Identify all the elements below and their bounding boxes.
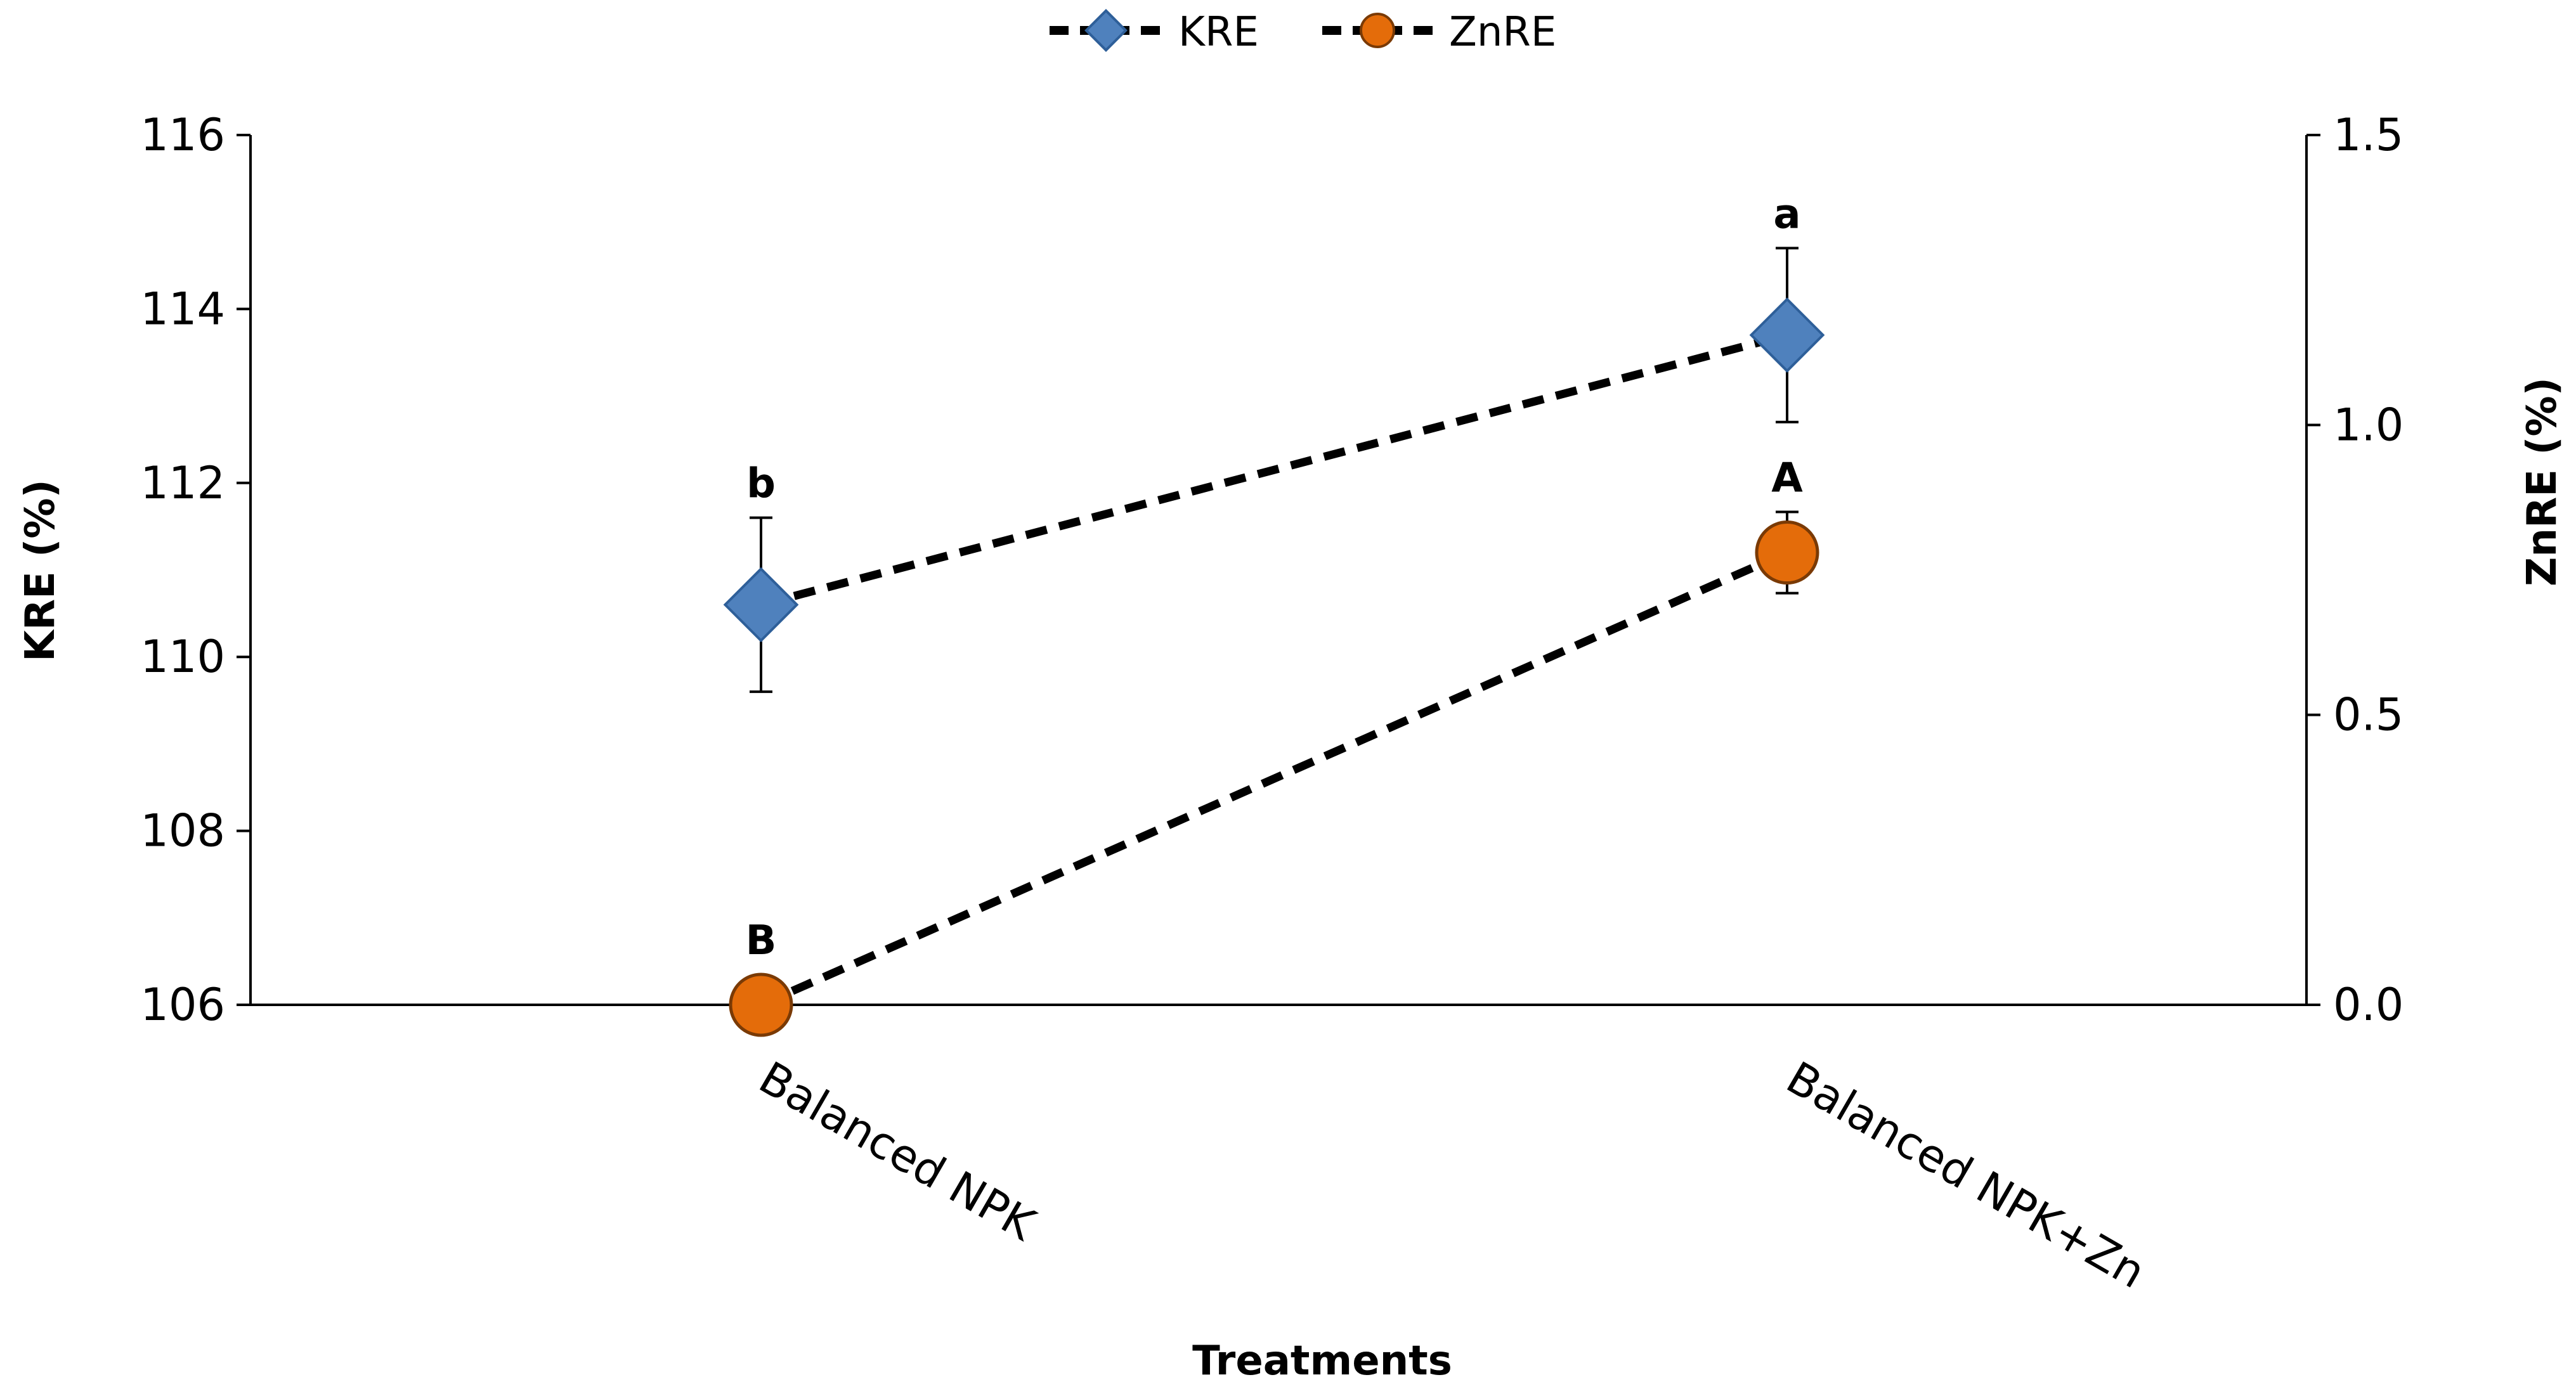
legend-kre-label: KRE [1178, 9, 1259, 56]
left-tick-label: 116 [140, 109, 225, 161]
legend: KRE ZnRE [1050, 9, 1556, 56]
series-line-znre [759, 548, 1789, 1009]
point-kre [723, 567, 799, 643]
point-znre [1755, 520, 1819, 585]
legend-znre-label: ZnRE [1449, 9, 1556, 56]
category-label-2: Balanced NPK+Zn [1778, 1052, 2154, 1299]
right-tick-label: 1.0 [2333, 399, 2404, 451]
left-tick-label: 112 [140, 457, 225, 509]
data-layer: b a B A [723, 191, 1825, 1037]
significance-letter-znre: B [746, 917, 777, 964]
left-tick-label: 108 [140, 805, 225, 857]
right-tick-label: 0.5 [2333, 689, 2404, 741]
left-axis-ticks: 106 108 110 112 114 116 [140, 109, 250, 1031]
left-tick-label: 114 [140, 283, 225, 335]
significance-letter-znre: A [1771, 455, 1803, 502]
y-axis-title-left: KRE (%) [17, 479, 64, 662]
series-line-kre [760, 331, 1788, 609]
left-tick-label: 110 [140, 631, 225, 683]
right-axis-ticks: 0.0 0.5 1.0 1.5 [2306, 109, 2404, 1031]
category-label-1: Balanced NPK [751, 1052, 1045, 1251]
significance-letter-kre: b [746, 461, 776, 508]
x-axis-title: Treatments [1192, 1338, 1452, 1385]
legend-znre-marker [1360, 13, 1395, 48]
right-tick-label: 0.0 [2333, 979, 2404, 1031]
legend-kre-marker [1084, 9, 1128, 52]
significance-letter-kre: a [1773, 191, 1800, 238]
right-tick-label: 1.5 [2333, 109, 2404, 161]
y-axis-title-right: ZnRE (%) [2519, 377, 2566, 586]
point-kre [1749, 297, 1825, 373]
point-znre [729, 972, 793, 1037]
left-tick-label: 106 [140, 979, 225, 1031]
